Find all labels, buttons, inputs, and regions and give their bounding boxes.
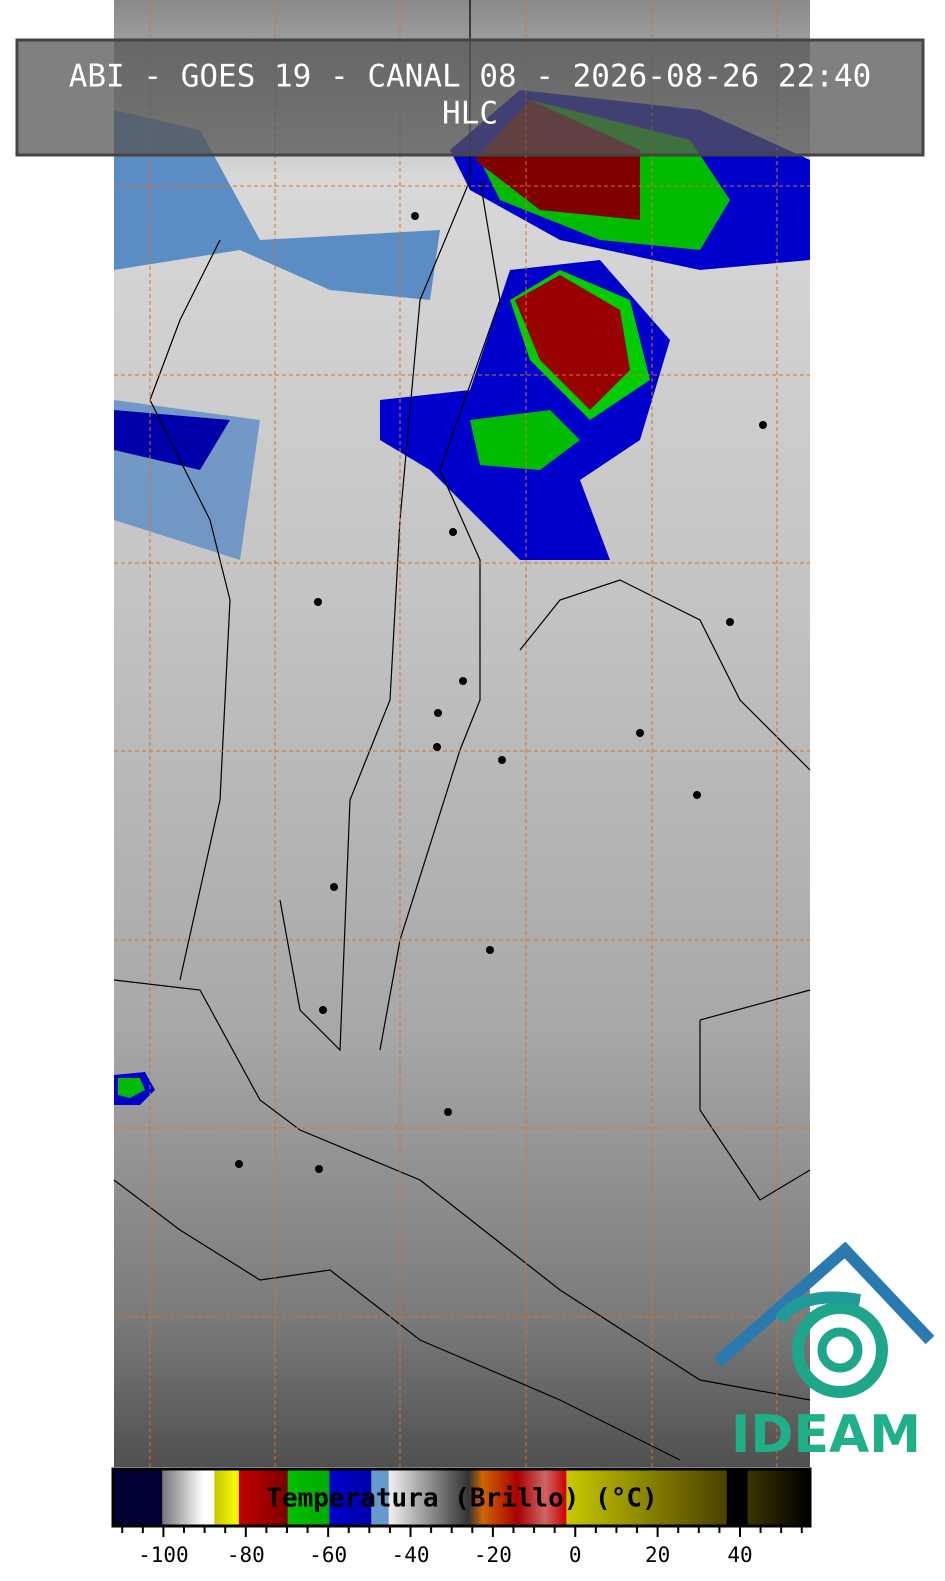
cities [235, 212, 767, 1173]
logo: IDEAM [714, 1241, 935, 1465]
colorbar-tick-label: 0 [569, 1543, 582, 1567]
colorbar-tick-label: -40 [392, 1543, 430, 1567]
colorbar-tick-label: -60 [309, 1543, 347, 1567]
colorbar-tick-label: -100 [138, 1543, 189, 1567]
subtitle: HLC [442, 96, 498, 132]
borders [113, 0, 811, 1461]
colorbar-tick-label: -20 [474, 1543, 512, 1567]
graticule [114, 0, 810, 1467]
title: ABI - GOES 19 - CANAL 08 - 2026-08-26 22… [69, 59, 872, 95]
colorbar-tick-label: -80 [227, 1543, 265, 1567]
colorbar-label: Temperatura (Brillo) (°C) [266, 1484, 657, 1514]
title-box [15, 38, 925, 157]
colorbar-tick-label: 40 [727, 1543, 752, 1567]
logo-text: IDEAM [731, 1405, 921, 1465]
colorbar [111, 1467, 812, 1528]
colorbar-tick-label: 20 [645, 1543, 670, 1567]
